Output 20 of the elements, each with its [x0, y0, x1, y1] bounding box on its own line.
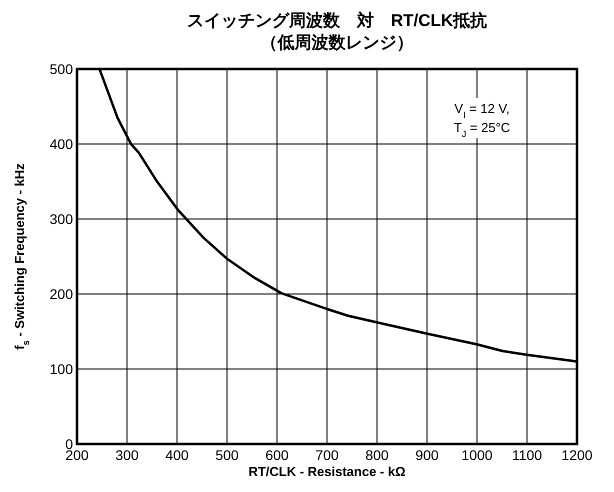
- x-tick-label: 800: [365, 447, 389, 463]
- chart-subtitle: （低周波数レンジ）: [260, 33, 414, 52]
- annotation: V$_{I}$ = 12 V,: [454, 101, 510, 120]
- x-tick-label: 1000: [461, 447, 493, 463]
- x-tick-label: 1100: [512, 447, 542, 463]
- y-tick-label: 300: [50, 211, 74, 227]
- x-tick-label: 500: [215, 447, 239, 463]
- x-tick-label: 300: [115, 447, 139, 463]
- x-tick-label: 400: [165, 447, 189, 463]
- x-tick-label: 700: [315, 447, 339, 463]
- y-tick-label: 500: [50, 61, 74, 77]
- y-tick-label: 200: [50, 286, 74, 302]
- y-tick-label: 100: [50, 361, 74, 377]
- x-tick-label: 1200: [561, 447, 593, 463]
- x-tick-label: 900: [415, 447, 439, 463]
- y-tick-label: 400: [50, 136, 74, 152]
- annotation: T$_{J}$ = 25°C: [454, 120, 510, 139]
- x-axis-title: RT/CLK - Resistance - kΩ: [248, 464, 406, 479]
- chart-title: スイッチング周波数 対 RT/CLK抵抗: [186, 11, 488, 30]
- x-tick-label: 600: [265, 447, 289, 463]
